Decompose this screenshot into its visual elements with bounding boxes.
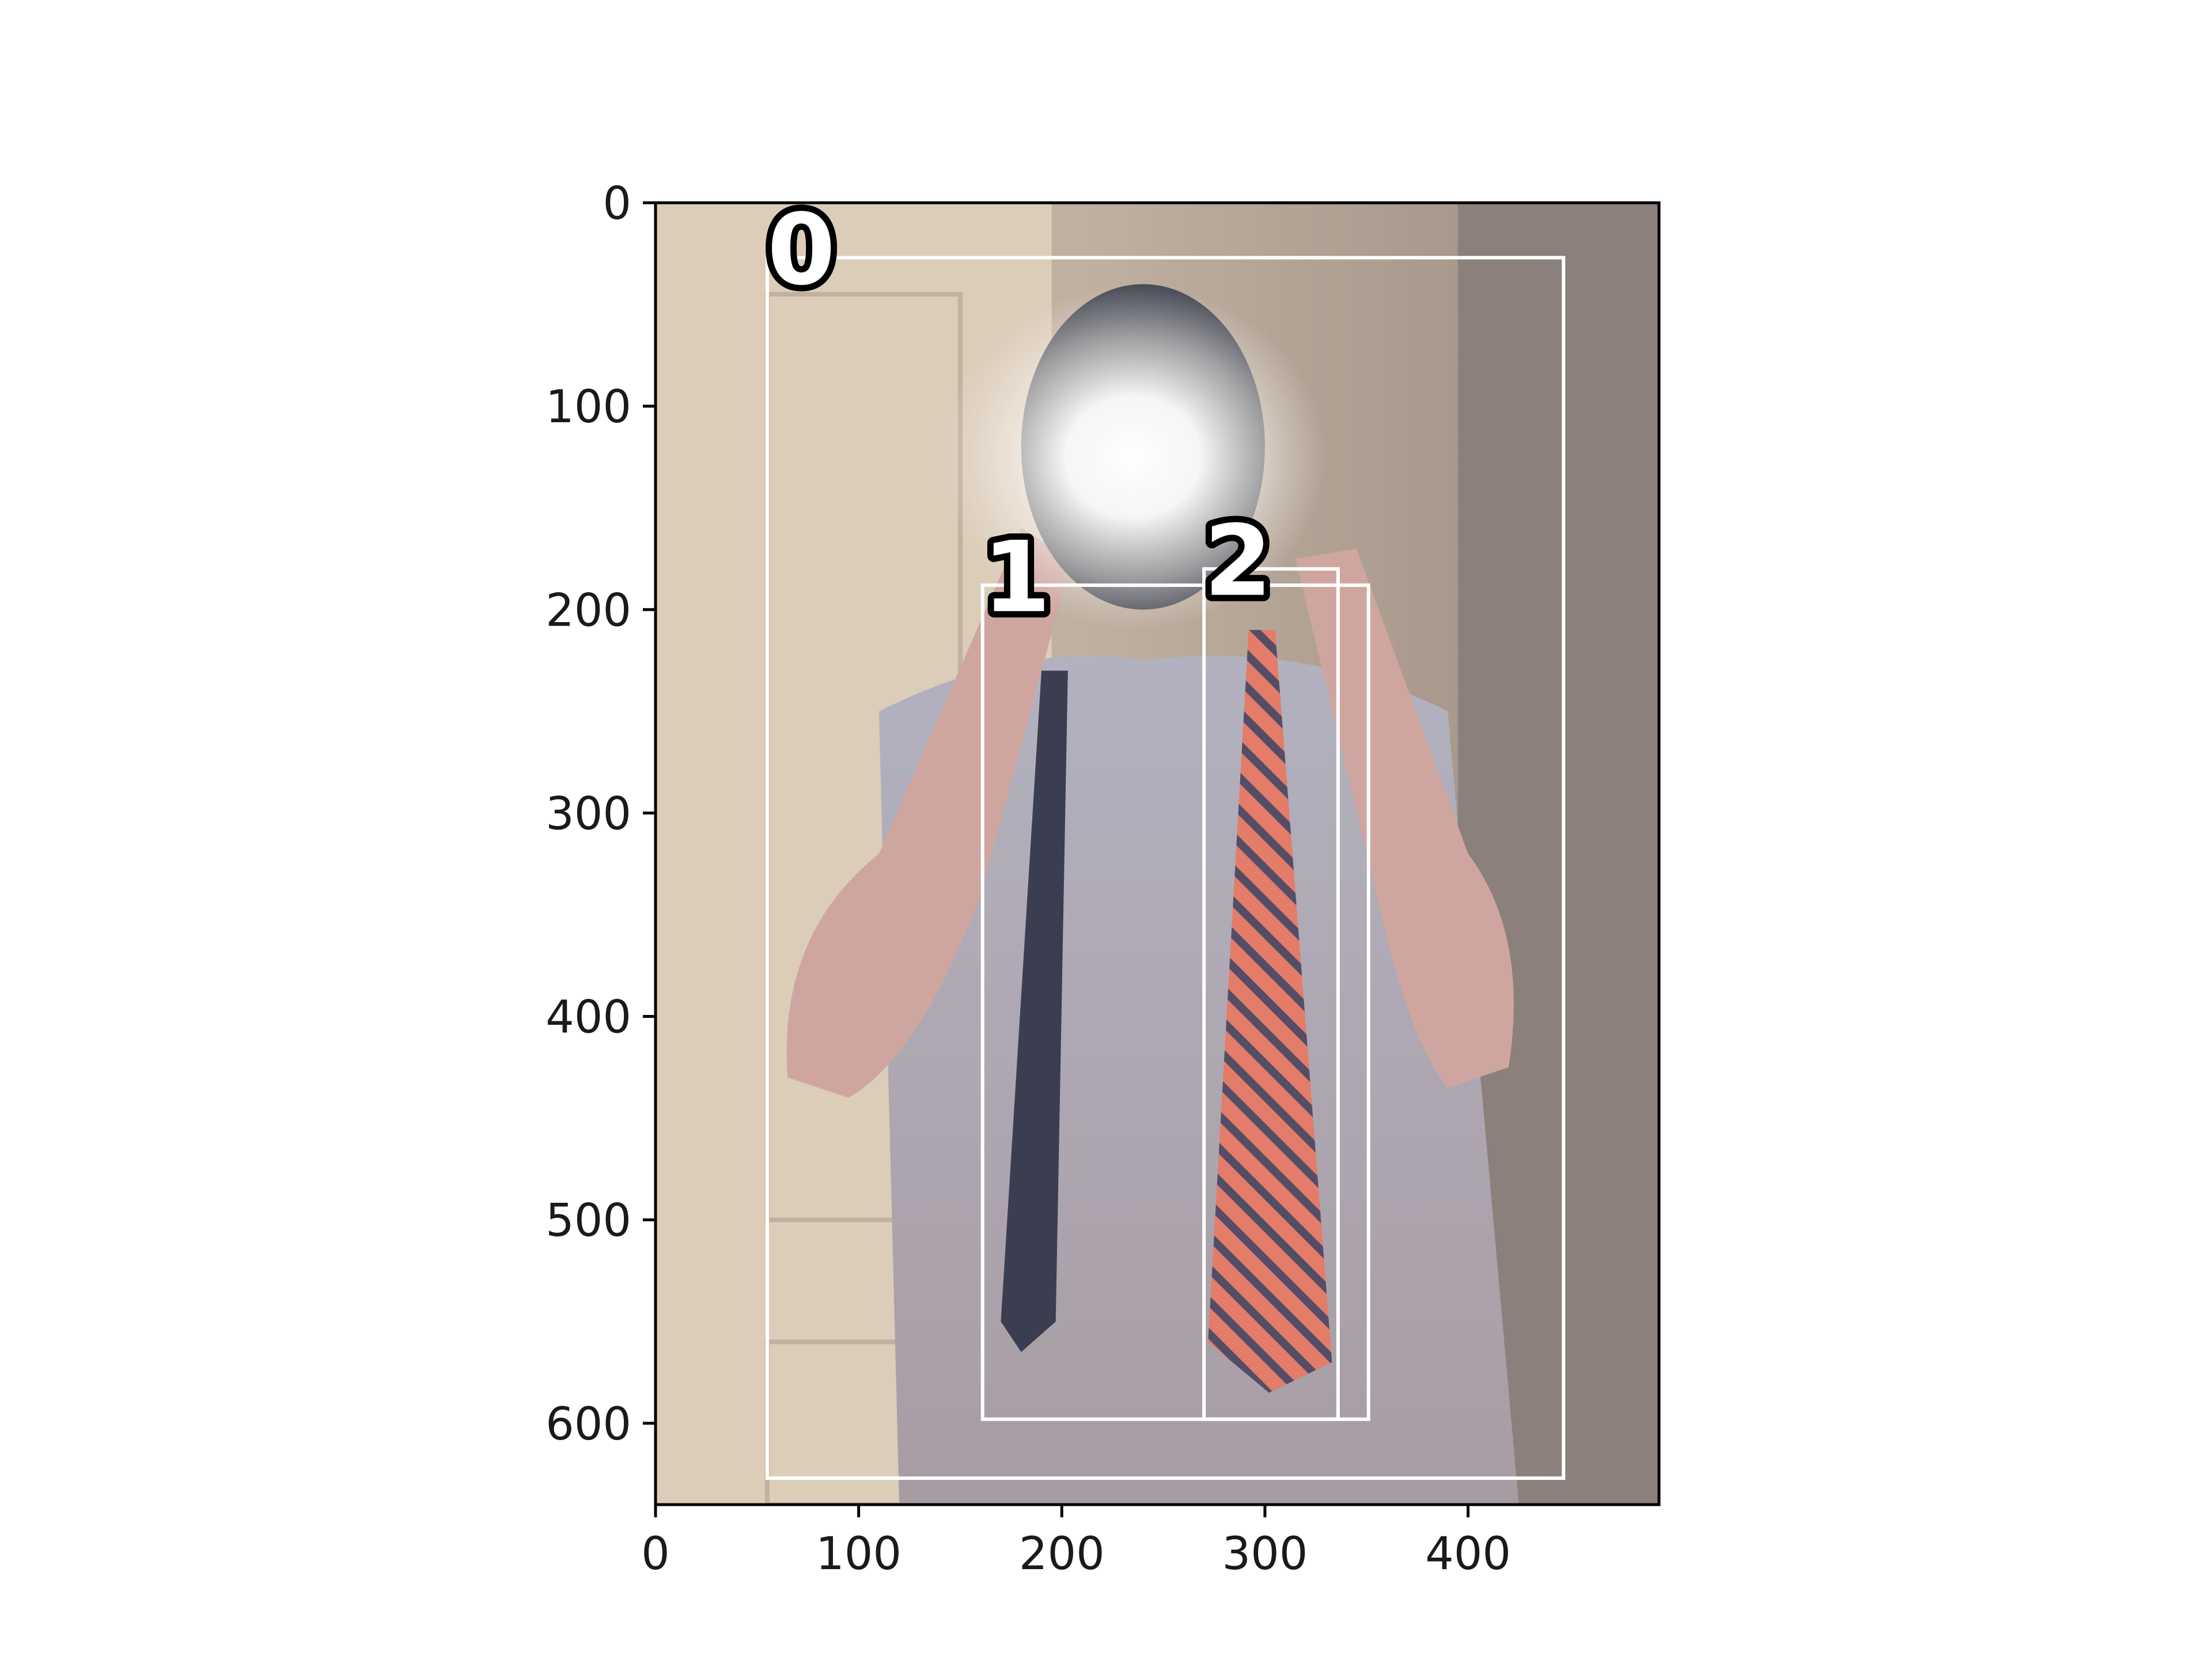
- x-tick-label: 300: [1222, 1528, 1308, 1580]
- bounding-box-1: [980, 583, 1370, 1421]
- y-tick-label: 400: [546, 992, 631, 1044]
- y-tick-label: 200: [546, 585, 631, 637]
- bounding-box-label-1: 1: [983, 521, 1051, 635]
- photo-flash: [940, 284, 1326, 630]
- y-tick-label: 0: [603, 178, 631, 230]
- photo-arm: [1295, 548, 1514, 1088]
- y-tick-label: 500: [546, 1195, 631, 1247]
- photo-navy-tie: [1001, 671, 1068, 1353]
- x-tick-label: 100: [816, 1528, 902, 1580]
- x-tick-label: 400: [1425, 1528, 1511, 1580]
- x-tick-label: 0: [641, 1528, 670, 1580]
- photo-haze: [656, 203, 1659, 1505]
- bounding-box-0: [765, 256, 1566, 1480]
- y-tick-label: 600: [546, 1399, 631, 1450]
- photo: [656, 203, 1659, 1505]
- bounding-box-2: [1202, 567, 1340, 1421]
- y-axis: 0 100 200 300 400 500 600: [546, 178, 656, 1450]
- axes-frame: [654, 201, 1661, 1506]
- bounding-box-label-2: 2: [1204, 505, 1272, 619]
- x-axis: 0 100 200 300 400: [641, 1505, 1511, 1580]
- bounding-boxes: 0 1 2: [761, 187, 1566, 1480]
- y-tick-label: 100: [546, 381, 631, 433]
- photo-arm: [786, 528, 1072, 1098]
- bounding-box-label-0: 0: [767, 193, 835, 307]
- x-tick-label: 200: [1019, 1528, 1105, 1580]
- y-tick-label: 300: [546, 788, 631, 840]
- photo-striped-tie: [1208, 630, 1332, 1393]
